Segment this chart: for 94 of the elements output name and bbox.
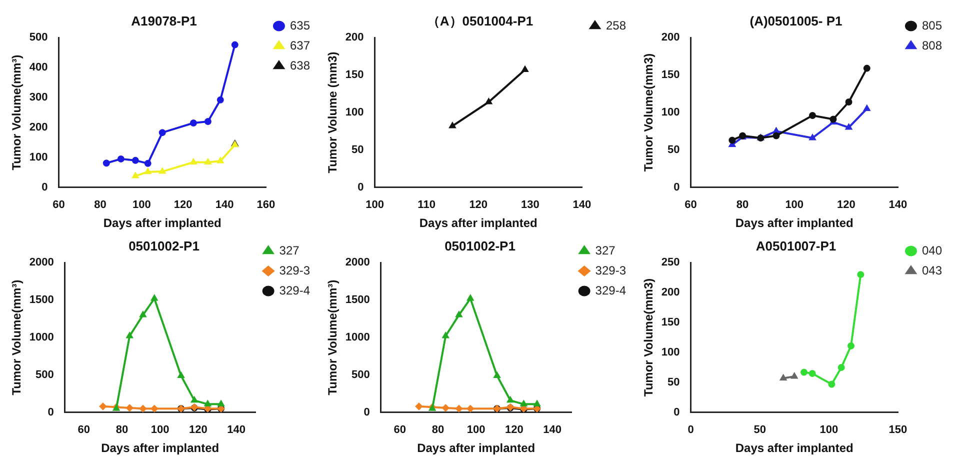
x-tick-label: 100 — [820, 424, 838, 436]
legend-label: 327 — [595, 243, 616, 258]
legend-label: 327 — [279, 243, 300, 258]
x-axis-title: Days after implanted — [103, 216, 222, 230]
y-axis-title: Tumor Volume(mm³) — [326, 280, 340, 396]
x-tick-label: 120 — [836, 199, 856, 212]
x-axis-title: Days after implanted — [735, 216, 854, 230]
y-tick-label: 100 — [29, 151, 48, 164]
legend-label: 329-4 — [595, 283, 626, 298]
x-tick-label: 0 — [688, 424, 694, 436]
x-tick-label: 100 — [785, 199, 804, 212]
x-tick-label: 120 — [505, 424, 524, 436]
x-tick-label: 100 — [150, 424, 170, 436]
chart-title: (A)0501005- P1 — [750, 13, 842, 28]
x-tick-label: 110 — [418, 199, 436, 212]
chart-title: A19078-P1 — [131, 13, 197, 28]
legend-label: 635 — [290, 18, 310, 32]
y-axis-title: Tumor Volume(mm3) — [642, 53, 656, 172]
y-tick-label: 150 — [661, 316, 680, 329]
y-tick-label: 0 — [364, 406, 370, 418]
legend-label: 040 — [922, 243, 942, 258]
x-tick-label: 50 — [754, 424, 766, 436]
legend-label: 329-3 — [279, 263, 310, 278]
y-tick-label: 300 — [29, 92, 48, 104]
x-tick-label: 140 — [215, 199, 234, 212]
x-tick-label: 60 — [78, 424, 90, 436]
x-axis-title: Days after implanted — [417, 441, 536, 456]
chart-title: 0501002-P1 — [444, 238, 516, 254]
y-tick-label: 200 — [661, 32, 680, 44]
y-tick-label: 500 — [36, 368, 54, 381]
x-tick-label: 60 — [394, 424, 406, 436]
chart-title: 0501002-P1 — [128, 238, 200, 254]
y-axis-title: Tumor Volume(mm3) — [642, 278, 656, 397]
y-tick-label: 1500 — [29, 294, 54, 306]
y-tick-label: 2000 — [29, 256, 54, 269]
legend-label: 637 — [290, 38, 310, 52]
x-axis-title: Days after implanted — [419, 216, 538, 230]
x-tick-label: 80 — [736, 199, 749, 212]
y-tick-label: 0 — [42, 181, 48, 194]
y-tick-label: 150 — [345, 69, 364, 82]
y-tick-label: 100 — [345, 106, 364, 119]
x-tick-label: 150 — [888, 424, 908, 436]
y-tick-label: 200 — [661, 286, 680, 299]
y-tick-label: 1000 — [29, 332, 54, 344]
x-tick-label: 100 — [132, 199, 151, 212]
chart-title: （A）0501004-P1 — [426, 13, 534, 28]
legend-label: 329-3 — [595, 263, 626, 278]
x-tick-label: 80 — [116, 424, 128, 436]
y-tick-label: 0 — [674, 181, 680, 194]
y-axis-title: Tumor Volume(mm³) — [10, 280, 24, 396]
y-tick-label: 400 — [29, 62, 48, 74]
y-tick-label: 200 — [29, 122, 48, 134]
x-tick-label: 60 — [684, 199, 697, 212]
x-tick-label: 140 — [227, 424, 246, 436]
y-tick-label: 250 — [661, 256, 680, 269]
x-tick-label: 80 — [94, 199, 106, 212]
x-tick-label: 140 — [543, 424, 562, 436]
y-tick-label: 0 — [358, 181, 364, 194]
y-tick-label: 50 — [352, 144, 364, 156]
y-tick-label: 2000 — [345, 256, 370, 269]
x-tick-label: 120 — [189, 424, 208, 436]
y-tick-label: 150 — [661, 69, 680, 82]
y-tick-label: 0 — [674, 406, 680, 418]
x-tick-label: 140 — [888, 199, 908, 212]
x-tick-label: 130 — [520, 199, 540, 212]
x-tick-label: 60 — [52, 199, 65, 212]
x-axis-title: Days after implanted — [735, 441, 854, 456]
x-tick-label: 100 — [466, 424, 486, 436]
legend-label: 043 — [922, 263, 942, 278]
legend-label: 258 — [606, 18, 626, 32]
y-axis-title: Tumor Volume (mm3) — [326, 52, 340, 174]
y-tick-label: 1000 — [345, 332, 370, 344]
y-axis-title: Tumor Volume(mm³) — [10, 54, 24, 170]
chart-title: A0501007-P1 — [756, 238, 836, 254]
x-tick-label: 100 — [366, 199, 384, 212]
legend-label: 808 — [922, 38, 942, 52]
x-tick-label: 80 — [432, 424, 444, 436]
x-axis-title: Days after implanted — [101, 441, 220, 456]
y-tick-label: 100 — [661, 346, 680, 359]
y-tick-label: 100 — [661, 106, 680, 119]
y-tick-label: 500 — [29, 32, 48, 44]
legend-label: 638 — [290, 58, 310, 72]
y-tick-label: 500 — [352, 368, 370, 381]
y-tick-label: 50 — [668, 376, 680, 388]
y-tick-label: 200 — [345, 32, 364, 44]
y-tick-label: 50 — [668, 144, 680, 156]
legend-label: 805 — [922, 18, 942, 32]
y-tick-label: 1500 — [345, 294, 370, 306]
x-tick-label: 160 — [256, 199, 276, 212]
x-tick-label: 120 — [469, 199, 488, 212]
x-tick-label: 140 — [572, 199, 592, 212]
legend-label: 329-4 — [279, 283, 310, 298]
x-tick-label: 120 — [174, 199, 192, 212]
y-tick-label: 0 — [48, 406, 54, 418]
